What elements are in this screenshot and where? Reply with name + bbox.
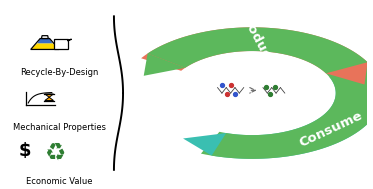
Text: Recycle: Recycle xyxy=(142,78,155,136)
Text: Recycle-By-Design: Recycle-By-Design xyxy=(20,68,98,77)
Polygon shape xyxy=(326,62,367,84)
Polygon shape xyxy=(54,40,68,49)
Text: $: $ xyxy=(19,142,31,160)
Polygon shape xyxy=(183,133,226,156)
Polygon shape xyxy=(37,39,53,43)
Polygon shape xyxy=(141,27,367,73)
Polygon shape xyxy=(31,43,59,50)
Text: Consume: Consume xyxy=(297,109,364,150)
Polygon shape xyxy=(55,42,67,49)
Polygon shape xyxy=(41,36,48,39)
Polygon shape xyxy=(144,53,185,76)
Polygon shape xyxy=(211,67,373,159)
Text: ♻: ♻ xyxy=(45,140,66,164)
Polygon shape xyxy=(68,39,71,41)
Polygon shape xyxy=(148,27,373,159)
Text: Mechanical Properties: Mechanical Properties xyxy=(13,123,106,132)
Text: Produce: Produce xyxy=(236,9,276,69)
Polygon shape xyxy=(45,97,54,101)
Polygon shape xyxy=(45,94,54,97)
Text: Economic Value: Economic Value xyxy=(26,177,93,186)
